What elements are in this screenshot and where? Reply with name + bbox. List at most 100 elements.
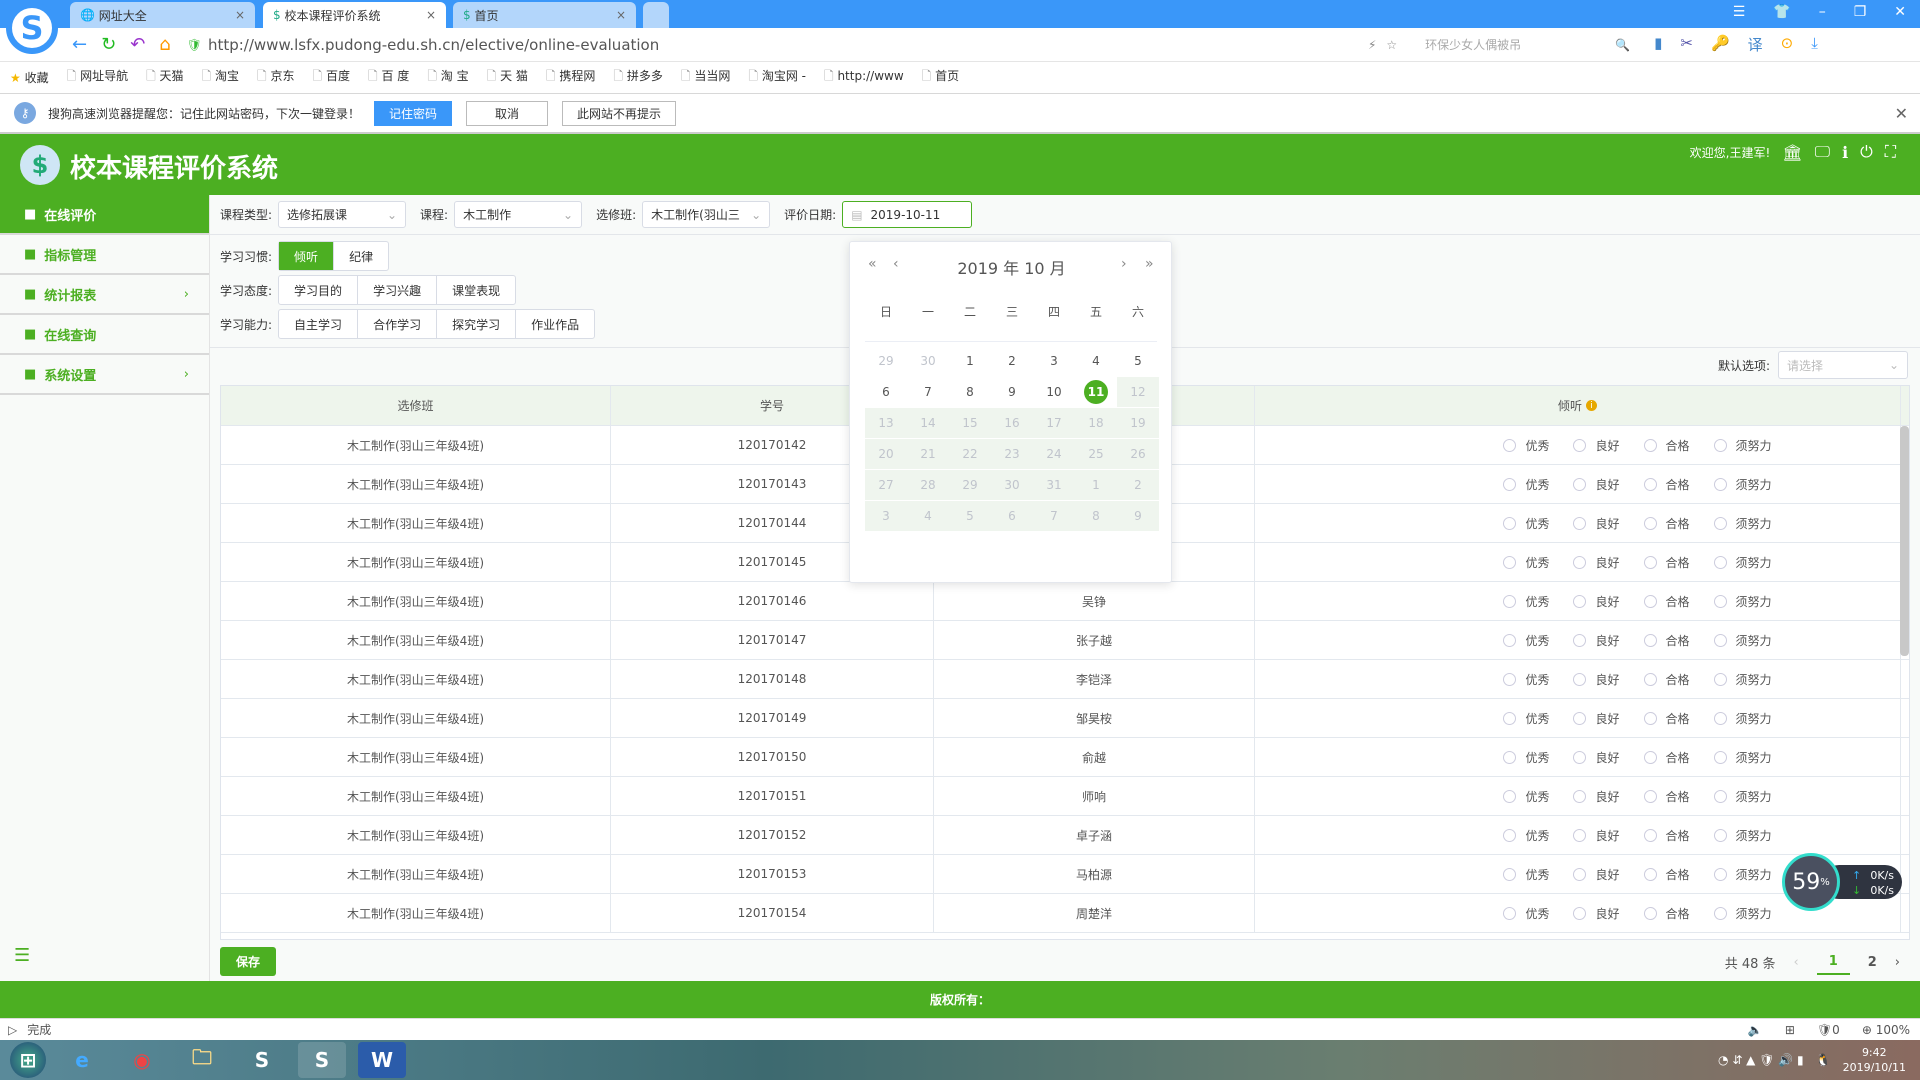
- star-icon[interactable]: ☆: [1386, 37, 1398, 52]
- key-icon[interactable]: 🔑: [1710, 34, 1730, 52]
- rating-radio[interactable]: 须努力: [1713, 554, 1772, 571]
- bookmark-item[interactable]: 🗋 天 猫: [487, 67, 528, 88]
- rating-radio[interactable]: 良好: [1573, 905, 1620, 922]
- download-icon[interactable]: ⤓: [1811, 34, 1818, 52]
- rating-radio[interactable]: 优秀: [1503, 476, 1549, 493]
- ie-icon[interactable]: e: [75, 1048, 89, 1072]
- calendar-day[interactable]: 2: [1008, 354, 1016, 368]
- rating-radio[interactable]: 须努力: [1713, 632, 1772, 649]
- rating-radio[interactable]: 须努力: [1713, 671, 1772, 688]
- rating-radio[interactable]: 合格: [1643, 671, 1690, 688]
- more-icon[interactable]: ⊙: [1780, 34, 1794, 52]
- word-icon[interactable]: W: [358, 1042, 406, 1078]
- sidebar-item-3[interactable]: ■ 在线查询: [0, 315, 209, 355]
- minimize-icon[interactable]: –: [1818, 4, 1826, 20]
- rating-radio[interactable]: 合格: [1643, 476, 1690, 493]
- bookmark-item[interactable]: 🗋 京东: [257, 67, 294, 88]
- rating-radio[interactable]: 优秀: [1503, 866, 1549, 883]
- rating-radio[interactable]: 须努力: [1713, 515, 1772, 532]
- rating-radio[interactable]: 须努力: [1713, 749, 1772, 766]
- rating-radio[interactable]: 合格: [1643, 905, 1690, 922]
- power-icon[interactable]: ⏻: [1860, 142, 1873, 161]
- search-input[interactable]: 环保少女人偶被吊: [1425, 38, 1522, 52]
- prev-year-icon[interactable]: «: [868, 256, 877, 272]
- rating-radio[interactable]: 优秀: [1503, 593, 1549, 610]
- rating-radio[interactable]: 优秀: [1503, 749, 1549, 766]
- rating-radio[interactable]: 优秀: [1503, 788, 1549, 805]
- next-page-icon[interactable]: ›: [1894, 954, 1900, 970]
- rating-radio[interactable]: 良好: [1573, 749, 1620, 766]
- calendar-day[interactable]: 3: [1050, 354, 1058, 368]
- skin-icon[interactable]: 👕: [1773, 4, 1791, 20]
- rating-radio[interactable]: 合格: [1643, 632, 1690, 649]
- rating-radio[interactable]: 合格: [1643, 788, 1690, 805]
- start-button[interactable]: ⊞: [10, 1042, 46, 1078]
- rating-radio[interactable]: 合格: [1643, 710, 1690, 727]
- bookmark-item[interactable]: 🗋 网址导航: [67, 67, 128, 88]
- scissors-icon[interactable]: ✂: [1680, 34, 1693, 52]
- rating-radio[interactable]: 良好: [1573, 788, 1620, 805]
- close-notice-icon[interactable]: ✕: [1894, 103, 1908, 123]
- rating-radio[interactable]: 良好: [1573, 476, 1620, 493]
- abilities-tab-1[interactable]: 合作学习: [358, 310, 438, 338]
- never-prompt-button[interactable]: 此网站不再提示: [562, 100, 677, 126]
- rating-radio[interactable]: 合格: [1643, 593, 1690, 610]
- sogou-icon[interactable]: S: [254, 1048, 270, 1072]
- rating-radio[interactable]: 须努力: [1713, 710, 1772, 727]
- info-icon[interactable]: ℹ: [1842, 142, 1849, 162]
- bookmark-item[interactable]: ★ 收藏: [10, 69, 49, 86]
- date-picker-input[interactable]: ▤ 2019-10-11: [842, 201, 973, 228]
- toolbox-icon[interactable]: ⊞: [1784, 1022, 1795, 1037]
- monitor-icon[interactable]: 🖵: [1814, 142, 1831, 161]
- rating-radio[interactable]: 合格: [1643, 554, 1690, 571]
- default-option-select[interactable]: 请选择 ⌄: [1778, 351, 1908, 379]
- explorer-icon[interactable]: 🗀: [192, 1045, 212, 1069]
- rating-radio[interactable]: 须努力: [1713, 905, 1772, 922]
- calendar-day[interactable]: 10: [1046, 385, 1062, 399]
- new-tab-button[interactable]: [643, 2, 669, 28]
- bookmark-item[interactable]: 🗋 首页: [922, 67, 959, 88]
- rating-radio[interactable]: 优秀: [1503, 554, 1549, 571]
- system-clock[interactable]: 9:42 2019/10/11: [1843, 1045, 1906, 1075]
- rating-radio[interactable]: 良好: [1573, 593, 1620, 610]
- rating-radio[interactable]: 优秀: [1503, 905, 1549, 922]
- home-icon[interactable]: ⌂: [159, 34, 171, 55]
- sidebar-item-1[interactable]: ■ 指标管理: [0, 235, 209, 275]
- bookmark-item[interactable]: 🗋 淘宝: [202, 67, 239, 88]
- tab-home[interactable]: $ 首页 ×: [453, 2, 636, 28]
- remember-password-button[interactable]: 记住密码: [374, 100, 453, 126]
- calendar-day[interactable]: 1: [966, 354, 974, 368]
- sound-icon[interactable]: 🔈: [1747, 1022, 1763, 1037]
- rating-radio[interactable]: 良好: [1573, 710, 1620, 727]
- next-month-icon[interactable]: ›: [1121, 256, 1127, 272]
- bookmark-item[interactable]: 🗋 淘 宝: [427, 67, 468, 88]
- habits-tab-0[interactable]: 倾听: [279, 242, 335, 270]
- bookmark-item[interactable]: 🗋 百 度: [368, 67, 409, 88]
- calendar-day[interactable]: 30: [920, 354, 936, 368]
- sidebar-item-0[interactable]: ■ 在线评价: [0, 195, 209, 235]
- fullscreen-icon[interactable]: ⛶: [1884, 142, 1896, 161]
- habits-tab-1[interactable]: 纪律: [349, 249, 374, 264]
- course-select[interactable]: 木工制作 ⌄: [454, 201, 583, 228]
- rating-radio[interactable]: 合格: [1643, 749, 1690, 766]
- bookmark-item[interactable]: 🗋 淘宝网 -: [748, 67, 806, 88]
- back-icon[interactable]: ←: [72, 34, 88, 55]
- rating-radio[interactable]: 须努力: [1713, 437, 1772, 454]
- close-window-icon[interactable]: ✕: [1894, 4, 1906, 20]
- rating-radio[interactable]: 良好: [1573, 827, 1620, 844]
- zoom-level[interactable]: ⊕ 100%: [1861, 1022, 1910, 1037]
- phone-icon[interactable]: ▮: [1654, 34, 1663, 52]
- tray-icons[interactable]: ◔ ⇵ ▲ 🛡 🔊 ▮: [1718, 1053, 1804, 1067]
- calendar-day[interactable]: 6: [882, 385, 890, 399]
- rating-radio[interactable]: 须努力: [1713, 866, 1772, 883]
- page-2[interactable]: 2: [1867, 954, 1877, 970]
- abilities-tab-3[interactable]: 作业作品: [531, 317, 580, 332]
- calendar-day-selected[interactable]: 11: [1075, 377, 1117, 407]
- info-icon[interactable]: i: [1586, 400, 1597, 411]
- class-select[interactable]: 木工制作(羽山三 ⌄: [642, 201, 771, 228]
- abilities-tab-2[interactable]: 探究学习: [437, 310, 517, 338]
- cancel-button[interactable]: 取消: [466, 100, 549, 126]
- rating-radio[interactable]: 良好: [1573, 632, 1620, 649]
- attitudes-tab-0[interactable]: 学习目的: [279, 276, 359, 304]
- bookmark-item[interactable]: 🗋 携程网: [546, 67, 595, 88]
